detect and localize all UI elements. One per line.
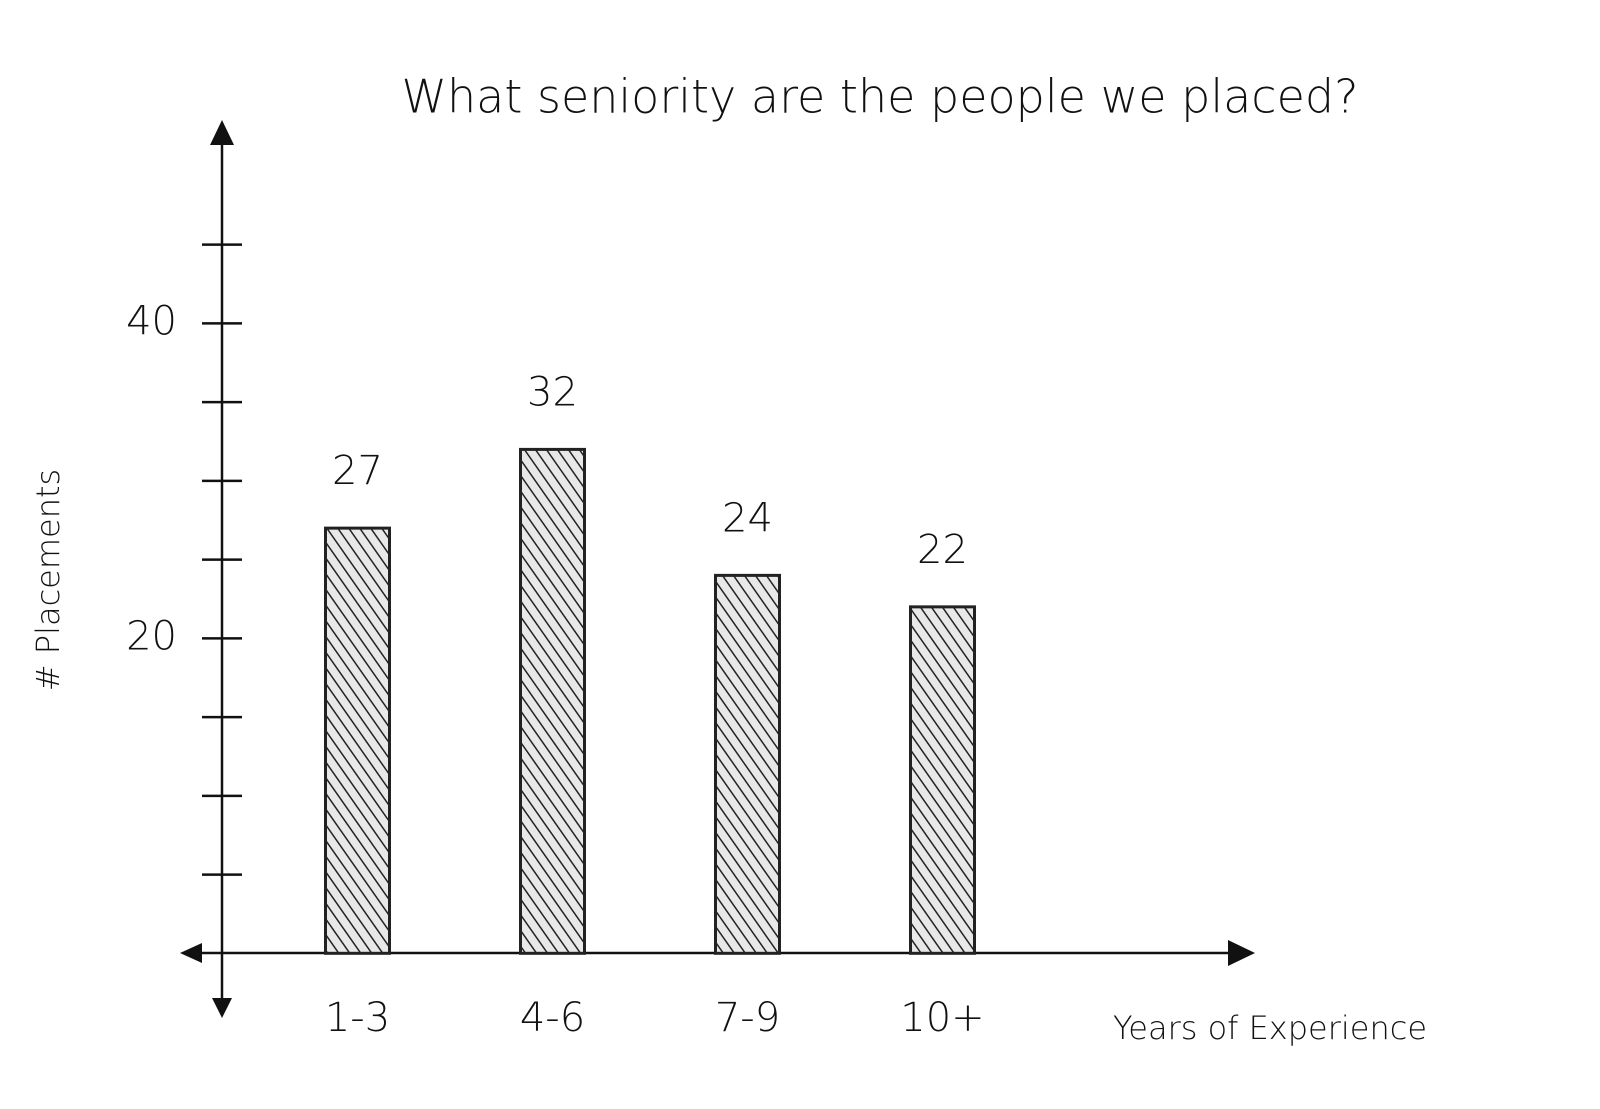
chart-title: What seniority are the people we placed? <box>402 70 1359 124</box>
x-tick-label: 4-6 <box>520 995 585 1041</box>
x-axis-label: Years of Experience <box>1113 1009 1427 1047</box>
bar <box>324 526 391 955</box>
y-axis-arrow <box>210 120 234 145</box>
y-tick-label: 40 <box>126 298 177 344</box>
y-axis-arrow <box>212 998 232 1018</box>
y-axis-label: # Placements <box>29 469 67 691</box>
y-tick-label: 20 <box>126 613 177 659</box>
value-label: 24 <box>722 495 773 541</box>
x-axis-arrow <box>1228 940 1255 966</box>
value-label: 27 <box>332 448 383 494</box>
x-axis-arrow <box>180 943 202 963</box>
bar <box>909 605 976 955</box>
value-label: 32 <box>527 369 578 415</box>
x-tick-label: 7-9 <box>715 995 780 1041</box>
bar <box>714 573 781 955</box>
x-tick-label: 10+ <box>900 995 984 1041</box>
value-label: 22 <box>917 527 968 573</box>
x-tick-label: 1-3 <box>325 995 390 1041</box>
bar <box>519 447 586 955</box>
